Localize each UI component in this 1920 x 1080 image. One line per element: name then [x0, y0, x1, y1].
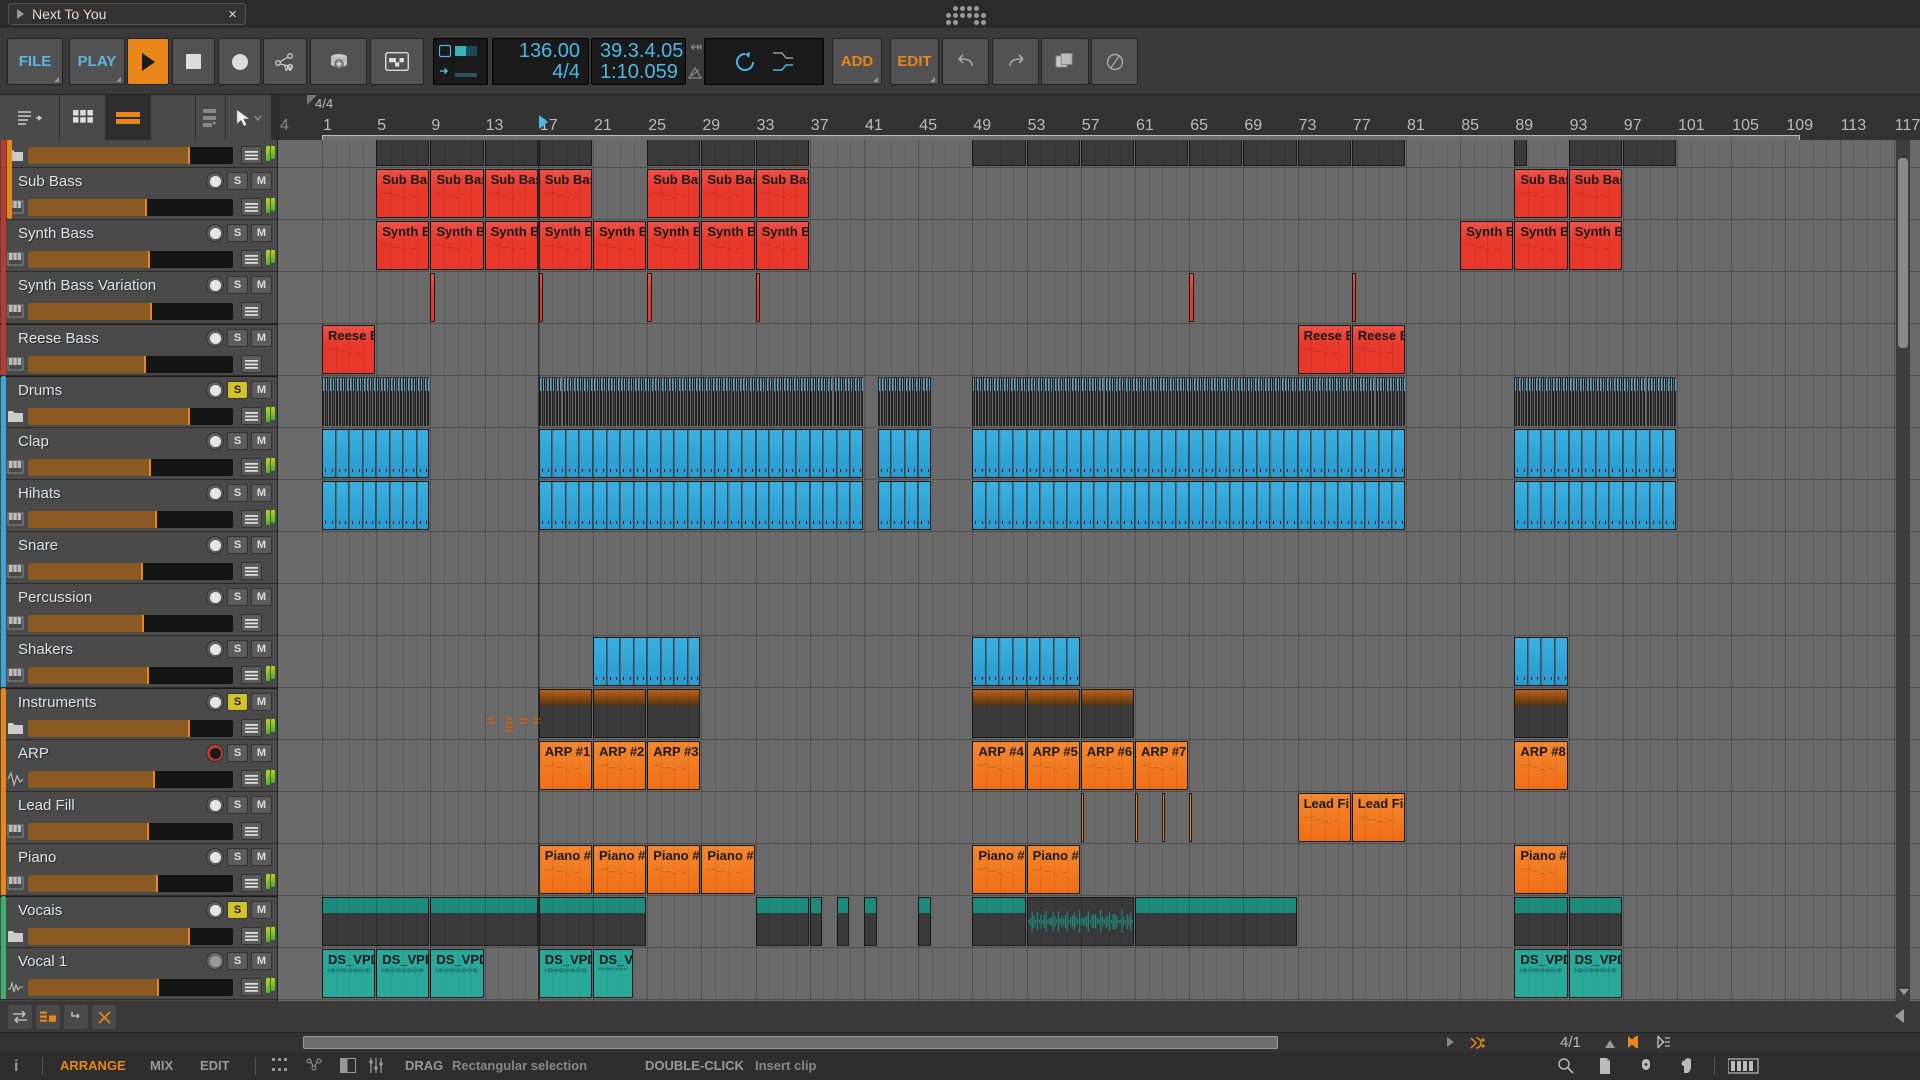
svg-text:W: W: [284, 63, 293, 72]
